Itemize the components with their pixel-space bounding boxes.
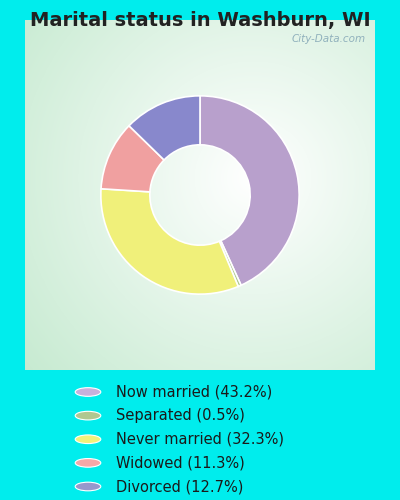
Text: Never married (32.3%): Never married (32.3%) <box>116 432 284 447</box>
Wedge shape <box>219 240 241 286</box>
Wedge shape <box>101 189 238 294</box>
Text: City-Data.com: City-Data.com <box>292 34 366 44</box>
Text: Marital status in Washburn, WI: Marital status in Washburn, WI <box>30 11 370 30</box>
Circle shape <box>75 412 101 420</box>
Wedge shape <box>129 96 200 160</box>
Circle shape <box>75 482 101 491</box>
Circle shape <box>75 388 101 396</box>
Circle shape <box>75 435 101 444</box>
Wedge shape <box>101 126 164 192</box>
Text: Separated (0.5%): Separated (0.5%) <box>116 408 245 423</box>
Text: Widowed (11.3%): Widowed (11.3%) <box>116 456 245 470</box>
Text: Now married (43.2%): Now married (43.2%) <box>116 384 272 400</box>
Circle shape <box>75 458 101 467</box>
Text: Divorced (12.7%): Divorced (12.7%) <box>116 479 243 494</box>
Wedge shape <box>200 96 299 286</box>
